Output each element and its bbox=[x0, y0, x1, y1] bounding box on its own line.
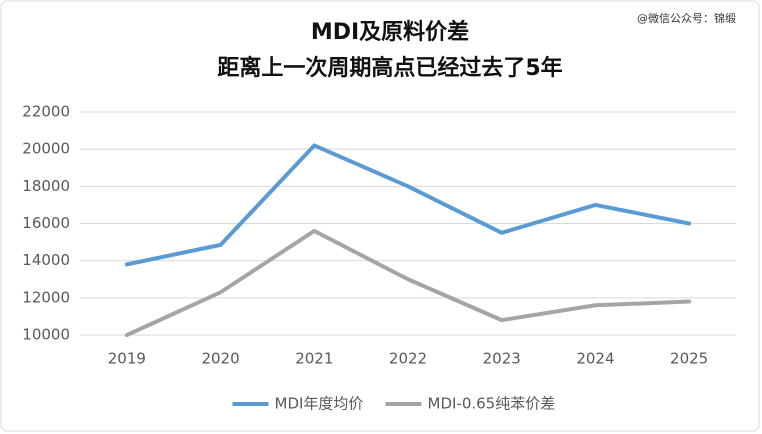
y-tick-label: 16000 bbox=[22, 214, 70, 232]
legend-label: MDI年度均价 bbox=[275, 395, 364, 413]
x-tick-label: 2022 bbox=[389, 350, 427, 368]
legend-label: MDI-0.65纯苯价差 bbox=[428, 395, 556, 413]
data-line bbox=[124, 228, 692, 337]
y-tick-label: 20000 bbox=[22, 140, 70, 158]
x-tick-label: 2019 bbox=[108, 350, 146, 368]
y-tick-label: 14000 bbox=[22, 251, 70, 269]
y-tick-label: 22000 bbox=[22, 103, 70, 121]
data-line bbox=[124, 143, 692, 267]
y-tick-label: 10000 bbox=[22, 326, 70, 344]
y-tick-label: 12000 bbox=[22, 288, 70, 306]
x-tick-label: 2024 bbox=[576, 350, 614, 368]
y-tick-label: 18000 bbox=[22, 177, 70, 195]
x-tick-label: 2021 bbox=[295, 350, 333, 368]
x-tick-label: 2023 bbox=[483, 350, 521, 368]
watermark: @微信公众号：锦缎 bbox=[637, 11, 736, 25]
x-tick-label: 2025 bbox=[670, 350, 708, 368]
chart-title: MDI及原料价差 bbox=[311, 19, 469, 45]
x-tick-label: 2020 bbox=[201, 350, 239, 368]
chart-subtitle: 距离上一次周期高点已经过去了5年 bbox=[217, 55, 562, 81]
